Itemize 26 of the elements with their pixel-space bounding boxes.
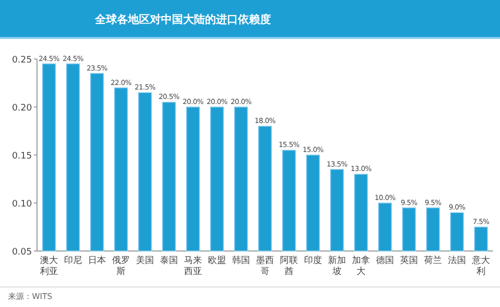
x-tick-label: 新加坡 [328,255,346,277]
x-tick-label: 澳大利亚 [40,255,58,277]
x-tick-label: 马来西亚 [184,255,202,277]
x-tick-label: 印度 [304,255,322,266]
x-tick-label: 法国 [448,255,466,266]
x-tick-label: 欧盟 [208,255,226,266]
x-tick-label: 美国 [136,255,154,266]
x-tick-label: 加拿大 [352,255,370,277]
x-tick-label: 日本 [88,255,106,266]
y-tick-label: 0.25 [12,56,32,66]
y-tick-label: 0.05 [12,248,32,258]
x-tick-label: 德国 [376,255,394,266]
source-note: 来源：WITS [8,292,52,301]
x-tick-label: 英国 [400,255,418,266]
x-tick-label: 印尼 [64,255,82,266]
x-tick-label: 俄罗斯 [112,255,130,277]
x-tick-label: 韩国 [232,255,250,266]
y-tick-label: 0.15 [12,152,32,162]
y-tick-label: 0.10 [12,200,32,210]
chart-title: 全球各地区对中国大陆的进口依赖度 [94,13,271,26]
x-tick-label: 阿联酋 [280,255,298,277]
y-tick-label: 0.20 [12,104,32,114]
x-tick-label: 泰国 [160,255,178,266]
x-tick-label: 墨西哥 [256,255,274,277]
x-tick-label: 荷兰 [424,255,442,266]
x-tick-label: 意大利 [471,255,490,277]
